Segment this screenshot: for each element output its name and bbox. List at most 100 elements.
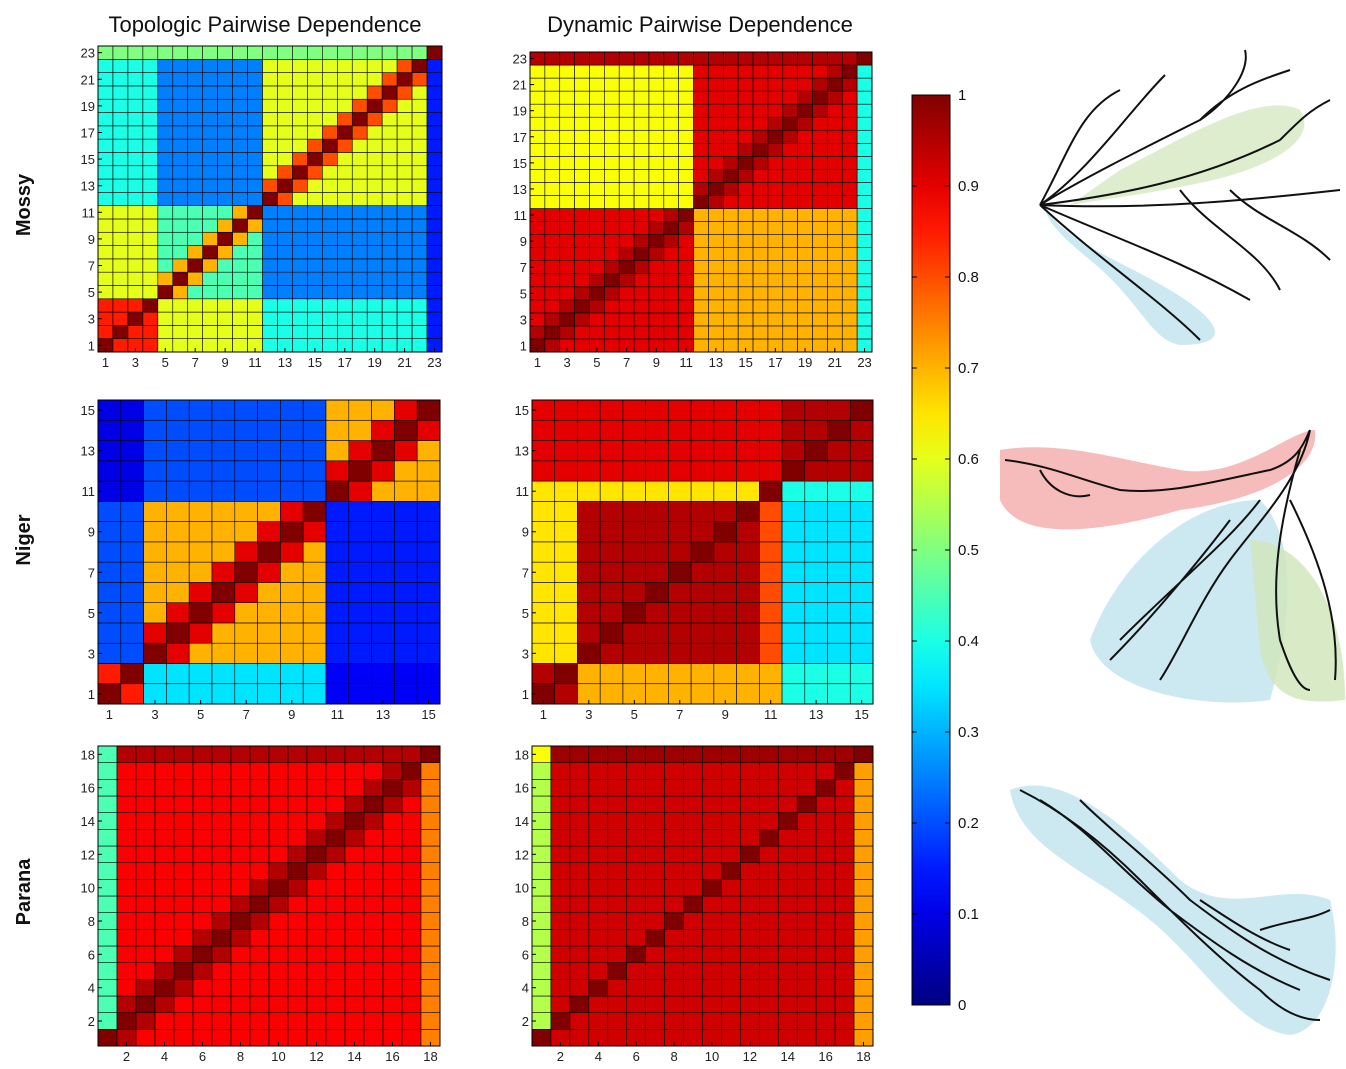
- heatmap-cell: [211, 541, 236, 563]
- heatmap-cell: [411, 298, 428, 313]
- heatmap-cell: [116, 879, 137, 897]
- heatmap-cell: [411, 152, 428, 167]
- heatmap-cell: [351, 338, 368, 353]
- heatmap-cell: [268, 779, 289, 797]
- heatmap-cell: [120, 399, 144, 421]
- heatmap-cell: [723, 116, 739, 131]
- heatmap-cell: [211, 602, 236, 624]
- heatmap-cell: [325, 895, 346, 913]
- heatmap-cell: [280, 480, 304, 502]
- heatmap-cell: [249, 912, 270, 930]
- heatmap-cell: [302, 541, 327, 563]
- heatmap-cell: [157, 152, 174, 167]
- heatmap-cell: [287, 779, 308, 797]
- heatmap-cell: [202, 205, 218, 220]
- heatmap-cell: [230, 795, 251, 813]
- heatmap-cell: [607, 745, 628, 763]
- heatmap-cell: [307, 285, 323, 300]
- y-tick-label: 8: [88, 914, 95, 929]
- heatmap-cell: [589, 325, 605, 340]
- heatmap-cell: [752, 234, 769, 248]
- heatmap-cell: [97, 795, 118, 813]
- heatmap-cell: [849, 642, 874, 664]
- heatmap-cell: [292, 192, 308, 206]
- heatmap-cell: [812, 51, 828, 66]
- x-tick-label: 3: [585, 707, 592, 722]
- heatmap-cell: [759, 745, 779, 763]
- heatmap-cell: [135, 762, 156, 780]
- heatmap-cell: [693, 64, 709, 79]
- heatmap-cell: [797, 51, 813, 66]
- heatmap-cell: [112, 218, 129, 233]
- heatmap: [529, 51, 873, 353]
- heatmap-cell: [668, 480, 692, 502]
- heatmap-cell: [645, 962, 665, 980]
- heatmap-cell: [759, 812, 779, 830]
- heatmap-cell: [531, 501, 556, 522]
- heatmap-cell: [420, 745, 441, 763]
- heatmap-cell: [604, 247, 620, 261]
- x-tick-label: 3: [151, 707, 158, 722]
- heatmap-cell: [737, 208, 754, 222]
- heatmap-cell: [633, 143, 650, 157]
- heatmap-cell: [752, 103, 769, 118]
- heatmap-cell: [664, 812, 684, 830]
- heatmap-cell: [230, 745, 251, 763]
- heatmap-cell: [277, 45, 293, 60]
- heatmap-cell: [607, 929, 628, 947]
- heatmap-cell: [574, 247, 590, 261]
- heatmap-cell: [307, 271, 323, 286]
- heatmap-cell: [633, 169, 650, 183]
- heatmap-cell: [827, 64, 843, 79]
- heatmap-cell: [856, 221, 873, 235]
- heatmap-cell: [262, 338, 278, 353]
- heatmap-cell: [307, 59, 323, 73]
- heatmap-cell: [834, 895, 855, 913]
- heatmap-cell: [234, 582, 258, 603]
- heatmap-cell: [693, 116, 709, 131]
- x-tick-label: 1: [106, 707, 113, 722]
- heatmap-cell: [607, 912, 628, 930]
- heatmap-cell: [841, 195, 858, 209]
- heatmap-cell: [142, 165, 159, 180]
- x-tick-label: 15: [854, 707, 868, 722]
- heatmap-cell: [782, 286, 798, 301]
- y-tick-label: 15: [515, 403, 529, 418]
- heatmap-cell: [232, 152, 248, 167]
- heatmap-cell: [211, 1029, 232, 1047]
- heatmap-cell: [853, 795, 874, 813]
- heatmap-cell: [154, 895, 175, 913]
- heatmap-cell: [645, 622, 669, 644]
- heatmap-cell: [268, 962, 289, 980]
- heatmap-cell: [577, 501, 601, 522]
- heatmap-cell: [849, 541, 874, 563]
- heatmap-cell: [550, 979, 571, 997]
- heatmap-cell: [188, 419, 213, 441]
- heatmap-cell: [187, 298, 203, 313]
- heatmap-cell: [97, 218, 114, 233]
- heatmap-cell: [781, 399, 806, 421]
- heatmap-cell: [777, 779, 798, 797]
- heatmap-cell: [599, 480, 624, 502]
- heatmap-cell: [849, 622, 874, 644]
- y-tick-label: 1: [88, 338, 95, 353]
- heatmap-cell: [588, 995, 609, 1013]
- heatmap-cell: [247, 298, 263, 313]
- heatmap-cell: [827, 182, 843, 196]
- heatmap-cell: [411, 138, 428, 153]
- heatmap-cell: [759, 945, 779, 963]
- heatmap-cell: [382, 795, 403, 813]
- x-tick-label: 7: [676, 707, 683, 722]
- heatmap-cell: [249, 862, 270, 880]
- heatmap-cell: [348, 622, 372, 644]
- heatmap-cell: [607, 812, 628, 830]
- heatmap-cell: [97, 582, 122, 603]
- heatmap-cell: [812, 195, 828, 209]
- heatmap-cell: [307, 112, 323, 127]
- heatmap-cell: [371, 460, 395, 482]
- heatmap-cell: [853, 962, 874, 980]
- plot-frame: [529, 51, 873, 353]
- heatmap-cell: [759, 862, 779, 880]
- heatmap-cell: [853, 779, 874, 797]
- heatmap-cell: [426, 178, 443, 193]
